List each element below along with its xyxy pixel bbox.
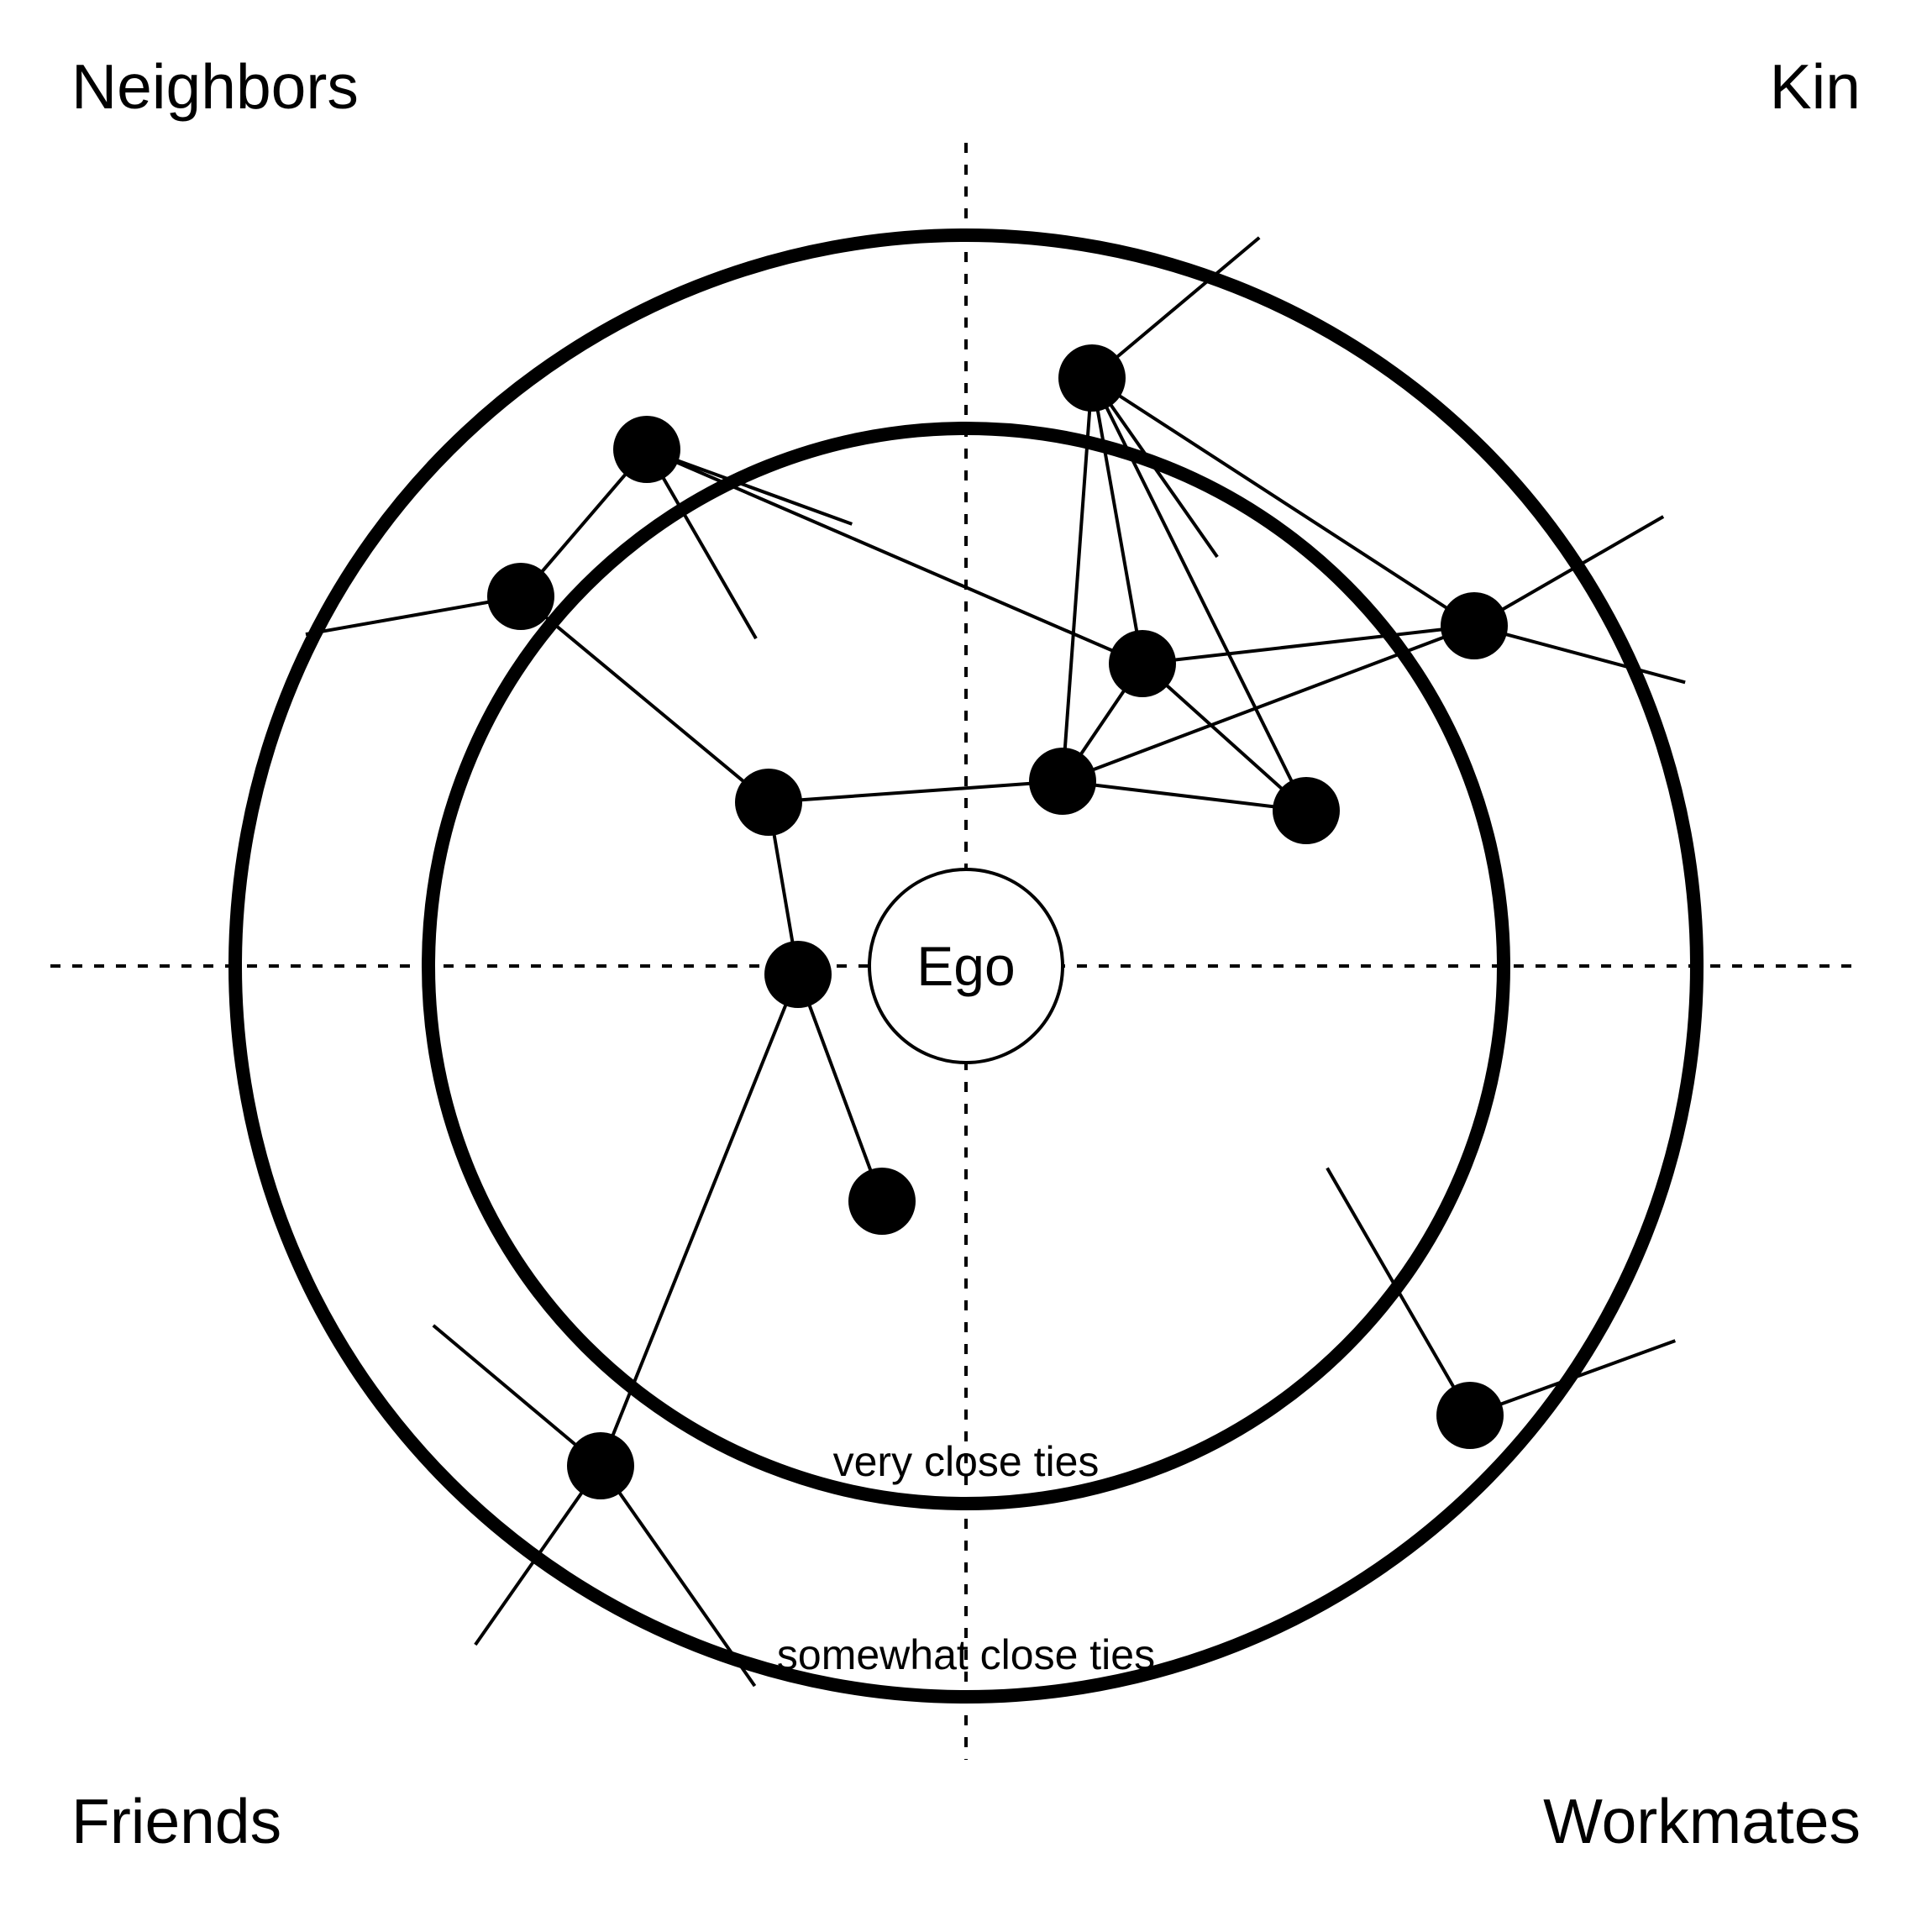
network-node	[1436, 1382, 1504, 1449]
network-node	[1058, 344, 1126, 412]
quadrant-label-neighbors: Neighbors	[71, 50, 359, 123]
edge	[601, 974, 798, 1466]
network-node	[764, 941, 832, 1008]
network-node	[567, 1432, 634, 1499]
edge	[521, 596, 769, 802]
network-node	[735, 769, 802, 836]
edge	[647, 449, 1142, 664]
quadrant-label-kin: Kin	[1770, 50, 1861, 123]
network-node	[1109, 630, 1176, 697]
edge	[769, 781, 1063, 802]
edge	[1092, 378, 1142, 664]
quadrant-label-friends: Friends	[71, 1785, 281, 1857]
network-node	[487, 563, 554, 630]
network-node	[613, 416, 680, 483]
social-network-diagram: Neighbors Kin Friends Workmates very clo…	[0, 0, 1932, 1932]
ring-label-somewhat-close: somewhat close ties	[777, 1630, 1155, 1679]
edge	[798, 974, 882, 1201]
ego-label: Ego	[916, 934, 1015, 998]
edge	[1063, 781, 1306, 811]
network-node	[1029, 748, 1096, 815]
network-node	[1441, 592, 1508, 659]
external-tie	[601, 1466, 755, 1686]
network-node	[848, 1168, 916, 1235]
quadrant-label-workmates: Workmates	[1543, 1785, 1861, 1857]
ring-label-very-close: very close ties	[833, 1437, 1100, 1486]
edge	[1092, 378, 1306, 811]
edge	[1092, 378, 1474, 626]
network-node	[1273, 777, 1340, 844]
